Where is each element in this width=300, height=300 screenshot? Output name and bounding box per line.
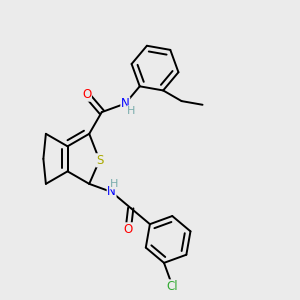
Text: O: O bbox=[82, 88, 92, 101]
Text: S: S bbox=[96, 154, 103, 167]
Text: O: O bbox=[124, 223, 133, 236]
Text: H: H bbox=[127, 106, 135, 116]
Text: H: H bbox=[110, 179, 118, 189]
Text: N: N bbox=[121, 97, 130, 110]
Text: Cl: Cl bbox=[167, 280, 178, 293]
Text: N: N bbox=[107, 185, 116, 199]
